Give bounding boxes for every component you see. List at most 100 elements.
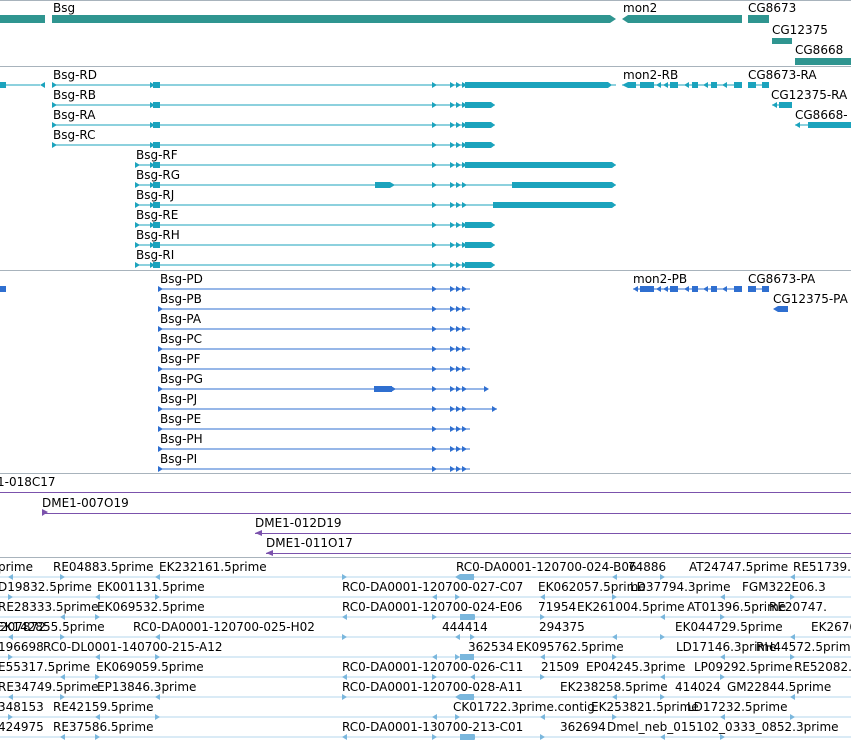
est-item[interactable]: RH44572.5prime [756, 640, 851, 654]
protein-mon2-pb[interactable]: mon2-PB [633, 272, 742, 292]
est-item[interactable]: RC0-DA0001-120700-027-C07 [342, 580, 523, 594]
est-item[interactable]: RE51739. [793, 560, 851, 574]
est-item[interactable]: EK062057.5prime [538, 580, 646, 594]
protein-row[interactable]: Bsg-PF [158, 352, 470, 372]
est-item[interactable]: 424975 [0, 720, 44, 734]
bsg-protein-rows: Bsg-PD Bsg-PB Bsg-PA Bsg-PC Bsg-PF Bsg-PG Bsg-… [158, 272, 497, 472]
est-item[interactable]: RE42159.5prime [53, 700, 154, 714]
est-item[interactable]: EK069059.5prime [96, 660, 204, 674]
transcript-row[interactable]: Bsg-RA [52, 108, 495, 128]
protein-row[interactable]: Bsg-PJ [158, 392, 497, 412]
est-item[interactable]: RE34749.5prime [0, 680, 99, 694]
gene-cg8668[interactable]: CG8668 [795, 43, 851, 65]
est-item[interactable]: RC0-DA0001-120700-024-E06 [342, 600, 522, 614]
est-item[interactable]: 71954 [538, 600, 576, 614]
est-item[interactable]: 207872 [0, 620, 46, 634]
est-item[interactable]: EP13846.3prime [97, 680, 196, 694]
gene-bsg[interactable]: Bsg [0, 1, 616, 23]
est-item[interactable]: LD17146.3prime [676, 640, 777, 654]
protein-cg12375-pa[interactable]: CG12375-PA [773, 292, 849, 312]
est-item[interactable]: EK044729.5prime [675, 620, 783, 634]
transcript-row[interactable]: Bsg-RF [135, 148, 616, 168]
est-item[interactable]: LP09292.5prime [694, 660, 793, 674]
est-item[interactable]: D19832.5prime [0, 580, 92, 594]
transcript-row[interactable]: Bsg-RI [135, 248, 495, 268]
clone-dme1-012d19[interactable]: DME1-012D19 [255, 516, 851, 536]
est-item[interactable]: GM22844.5prime [727, 680, 831, 694]
transcript-row[interactable]: Bsg-RC [52, 128, 495, 148]
est-item[interactable]: RC0-DL0001-140700-215-A12 [43, 640, 222, 654]
est-item[interactable]: EK238258.5prime [560, 680, 668, 694]
est-item[interactable]: EK261004.5prime [577, 600, 685, 614]
est-item[interactable]: RC0-DA0001-130700-213-C01 [342, 720, 523, 734]
est-item[interactable]: EK253821.5prime [591, 700, 699, 714]
est-item[interactable]: EK267639.5prime [811, 620, 851, 634]
est-item[interactable]: FGM322E06.3 [742, 580, 826, 594]
est-item[interactable]: RE20747. [769, 600, 827, 614]
clone-018c17[interactable]: 1-018C17 [0, 475, 851, 493]
transcript-cg8668[interactable]: CG8668- [795, 108, 851, 128]
est-item[interactable]: Dmel_neb_015102_0333_0852.3prime [607, 720, 839, 734]
protein-cg8673-pa[interactable]: CG8673-PA [748, 272, 816, 292]
est-label: D19832.5prime [0, 580, 92, 594]
transcript-row[interactable]: Bsg-RG [135, 168, 616, 188]
est-item[interactable]: 21509 [541, 660, 579, 674]
est-item[interactable]: RC0-DA0001-120700-024-B06 [456, 560, 637, 574]
est-item[interactable]: 362534 [468, 640, 514, 654]
est-item[interactable]: RE04883.5prime [53, 560, 154, 574]
transcript-cg8673-ra[interactable]: CG8673-RA [748, 68, 817, 88]
transcript-row[interactable]: Bsg-RJ [135, 188, 616, 208]
est-item[interactable]: E55317.5prime [0, 660, 90, 674]
est-item[interactable]: 196698 [0, 640, 44, 654]
est-item[interactable]: RC0-DA0001-120700-026-C11 [342, 660, 523, 674]
est-label: 424975 [0, 720, 44, 734]
est-item[interactable]: EK001131.5prime [97, 580, 205, 594]
transcript-row[interactable]: Bsg-RB [52, 88, 495, 108]
est-label: 294375 [539, 620, 585, 634]
gene-mon2[interactable]: mon2 [622, 1, 742, 23]
transcript-cg12375-ra[interactable]: CG12375-RA [771, 88, 848, 108]
est-label: EP04245.3prime [586, 660, 685, 674]
gene-cg8668-bar [795, 58, 851, 65]
transcript-row[interactable]: Bsg-RD [52, 68, 616, 88]
protein-row[interactable]: Bsg-PG [158, 372, 489, 392]
est-item[interactable]: RE28333.5prime [0, 600, 99, 614]
gene-cg8673[interactable]: CG8673 [748, 1, 796, 23]
protein-row[interactable]: Bsg-PD [158, 272, 470, 292]
est-item[interactable]: EK069532.5prime [97, 600, 205, 614]
est-item[interactable]: LD17232.5prime [687, 700, 788, 714]
est-item[interactable]: AT24747.5prime [689, 560, 788, 574]
est-item[interactable]: 74886 [628, 560, 666, 574]
est-item[interactable]: RE52082. [794, 660, 851, 674]
transcript-row[interactable]: Bsg-RE [135, 208, 495, 228]
est-item[interactable]: EK232161.5prime [159, 560, 267, 574]
est-item[interactable]: RC0-DA0001-120700-025-H02 [133, 620, 315, 634]
est-item[interactable]: 414024 [675, 680, 721, 694]
protein-row[interactable]: Bsg-PC [158, 332, 470, 352]
est-item[interactable]: EK142855.5prime [0, 620, 105, 634]
est-item[interactable]: LD37794.3prime [630, 580, 731, 594]
protein-row[interactable]: Bsg-PB [158, 292, 470, 312]
transcript-mon2-rb[interactable]: mon2-RB [622, 68, 742, 88]
protein-row[interactable]: Bsg-PE [158, 412, 470, 432]
protein-row[interactable]: Bsg-PI [158, 452, 470, 472]
est-item[interactable]: RC0-DA0001-120700-028-A11 [342, 680, 523, 694]
est-item[interactable]: EP04245.3prime [586, 660, 685, 674]
est-item[interactable]: 444414 [442, 620, 488, 634]
est-label: RE04883.5prime [53, 560, 154, 574]
est-item[interactable]: CK01722.3prime.contig [453, 700, 595, 714]
protein-row[interactable]: Bsg-PA [158, 312, 470, 332]
transcript-row[interactable]: Bsg-RH [135, 228, 495, 248]
est-item[interactable]: 294375 [539, 620, 585, 634]
est-item[interactable]: prime [0, 560, 33, 574]
est-item[interactable]: RE37586.5prime [53, 720, 154, 734]
protein-row[interactable]: Bsg-PH [158, 432, 470, 452]
gene-cg12375[interactable]: CG12375 [772, 23, 828, 44]
est-item[interactable]: EK095762.5prime [516, 640, 624, 654]
clone-dme1-007o19[interactable]: DME1-007O19 [42, 496, 851, 516]
est-item[interactable]: 362694 [560, 720, 606, 734]
clone-dme1-011o17[interactable]: DME1-011O17 [266, 536, 851, 556]
protein-label: CG12375-PA [773, 292, 849, 306]
est-item[interactable]: AT01396.5prime [687, 600, 786, 614]
est-item[interactable]: 348153 [0, 700, 44, 714]
